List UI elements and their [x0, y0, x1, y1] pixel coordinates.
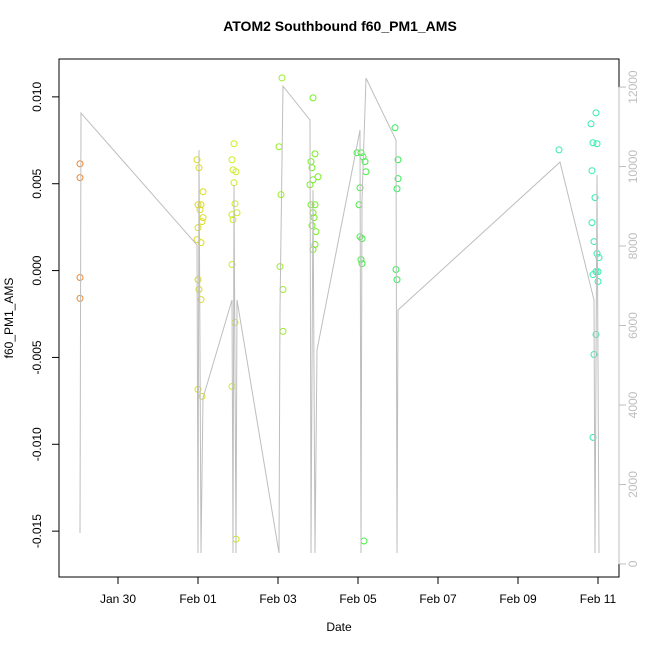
point — [198, 392, 206, 400]
point — [228, 260, 236, 268]
point — [589, 139, 597, 147]
point — [311, 201, 319, 209]
point — [275, 143, 283, 151]
point — [391, 124, 399, 132]
point — [361, 158, 369, 166]
point — [357, 256, 365, 264]
point — [276, 263, 284, 271]
point — [76, 160, 84, 168]
point — [307, 158, 315, 166]
point — [593, 140, 601, 148]
y2-tick-label: 12000 — [626, 70, 640, 104]
y-tick-label: -0.010 — [30, 427, 44, 461]
point — [394, 156, 402, 164]
x-tick-label: Feb 11 — [580, 592, 617, 606]
point — [587, 120, 595, 128]
point — [590, 238, 598, 246]
y-tick-label: 0.010 — [30, 82, 44, 112]
y2-tick-label: 4000 — [626, 391, 640, 418]
point — [199, 214, 207, 222]
point — [360, 537, 368, 545]
point — [197, 201, 205, 209]
right-axis: 0 2000 4000 6000 8000 10000 12000 — [618, 70, 640, 567]
point — [231, 200, 239, 208]
point — [279, 327, 287, 335]
point — [314, 173, 322, 181]
point — [394, 175, 402, 183]
point — [591, 194, 599, 202]
point — [308, 222, 316, 230]
y-axis-label: f60_PM1_AMS — [2, 278, 16, 359]
point — [279, 286, 287, 294]
point — [277, 191, 285, 199]
point — [588, 167, 596, 175]
y2-tick-label: 6000 — [626, 312, 640, 339]
point — [198, 218, 206, 226]
plot-frame — [58, 58, 620, 578]
point — [230, 140, 238, 148]
point — [555, 146, 563, 154]
point — [592, 109, 600, 117]
point — [194, 276, 202, 284]
point — [307, 201, 315, 209]
point — [393, 276, 401, 284]
x-tick-label: Feb 07 — [419, 592, 457, 606]
x-axis-label: Date — [326, 620, 352, 634]
y2-tick-label: 0 — [626, 560, 640, 567]
point — [76, 294, 84, 302]
point — [199, 188, 207, 196]
point — [310, 214, 318, 222]
point — [312, 228, 320, 236]
point — [362, 168, 370, 176]
point — [588, 219, 596, 227]
y-tick-label: -0.015 — [30, 514, 44, 548]
y2-tick-label: 10000 — [626, 150, 640, 184]
point — [308, 164, 316, 172]
point — [232, 168, 240, 176]
x-tick-label: Feb 03 — [259, 592, 297, 606]
y-tick-label: -0.005 — [30, 340, 44, 374]
point — [197, 239, 205, 247]
point — [229, 216, 237, 224]
y-tick-label: 0.000 — [30, 255, 44, 285]
x-tick-label: Feb 05 — [339, 592, 377, 606]
point — [230, 179, 238, 187]
point — [311, 150, 319, 158]
y2-tick-label: 8000 — [626, 232, 640, 259]
point — [194, 224, 202, 232]
line — [79, 77, 600, 554]
point — [589, 433, 597, 441]
point — [595, 254, 603, 262]
point — [76, 274, 84, 282]
y-tick-label: 0.005 — [30, 168, 44, 198]
point — [228, 156, 236, 164]
chart-title: ATOM2 Southbound f60_PM1_AMS — [223, 18, 457, 34]
point — [76, 174, 84, 182]
x-tick-label: Jan 30 — [100, 592, 136, 606]
point — [197, 296, 205, 304]
x-tick-label: Feb 09 — [499, 592, 537, 606]
point — [393, 185, 401, 193]
point — [309, 94, 317, 102]
point — [278, 74, 286, 82]
x-tick-label: Feb 01 — [179, 592, 217, 606]
point — [355, 201, 363, 209]
point — [196, 206, 204, 214]
y2-tick-label: 2000 — [626, 471, 640, 498]
point — [193, 156, 201, 164]
